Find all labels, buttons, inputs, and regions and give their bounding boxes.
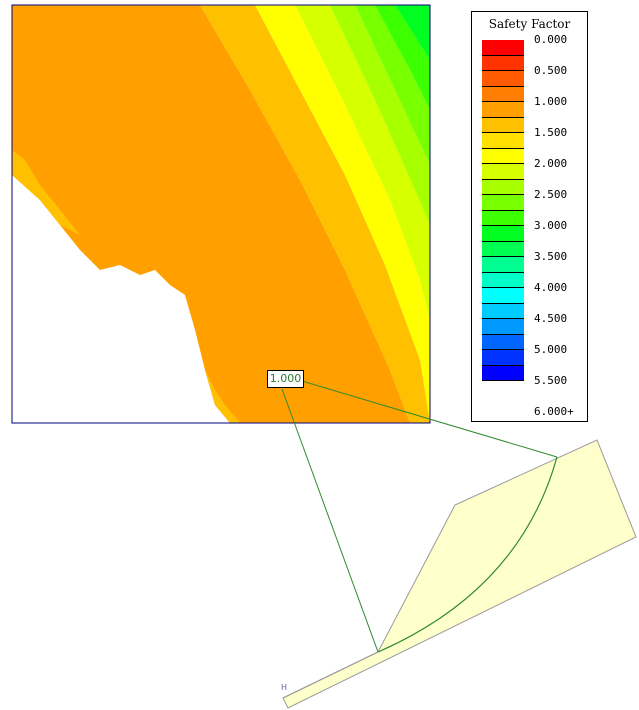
legend-swatch bbox=[482, 350, 524, 366]
legend-swatch bbox=[482, 86, 524, 102]
legend-swatch bbox=[482, 55, 524, 71]
slope-base-line bbox=[282, 651, 379, 699]
axis-marker: H bbox=[281, 683, 288, 692]
contour-band-deep-green bbox=[395, 5, 430, 60]
leader-line-left bbox=[281, 388, 379, 653]
legend-swatch bbox=[482, 241, 524, 257]
legend-tick-label: 1.000 bbox=[534, 95, 568, 108]
legend-swatch bbox=[482, 148, 524, 164]
legend-tick-label: 3.000 bbox=[534, 219, 568, 232]
legend-tick-label: 5.000 bbox=[534, 343, 568, 356]
legend-tick-label: 0.500 bbox=[534, 64, 568, 77]
legend-tick-label: 6.000+ bbox=[534, 405, 574, 418]
legend-swatch bbox=[482, 226, 524, 242]
legend-swatch bbox=[482, 210, 524, 226]
contour-band-light-orange-left bbox=[12, 150, 80, 235]
legend-title: Safety Factor bbox=[488, 17, 571, 31]
legend-swatch bbox=[482, 195, 524, 211]
slope-model bbox=[281, 380, 637, 709]
legend-swatch bbox=[482, 303, 524, 319]
legend-tick-label: 0.000 bbox=[534, 33, 568, 46]
legend-swatch bbox=[482, 272, 524, 288]
leader-line-right bbox=[301, 380, 558, 458]
contour-band-bright-green bbox=[375, 5, 430, 110]
contour-band-yellow bbox=[255, 5, 430, 423]
legend-swatch bbox=[482, 117, 524, 133]
safety-factor-legend: Safety Factor 0.000 0.500 1.000 1.500 2.000 2… bbox=[471, 11, 588, 422]
legend-tick-label: 4.000 bbox=[534, 281, 568, 294]
legend-tick-label: 1.500 bbox=[534, 126, 568, 139]
slope-body bbox=[282, 439, 637, 709]
factor-of-safety-label: 1.000 bbox=[267, 370, 304, 388]
legend-swatch bbox=[482, 102, 524, 118]
legend-swatch bbox=[482, 40, 524, 56]
legend-swatch bbox=[482, 334, 524, 350]
legend-swatch bbox=[482, 319, 524, 335]
legend-tick-label: 2.500 bbox=[534, 188, 568, 201]
legend-tick-label: 3.500 bbox=[534, 250, 568, 263]
legend-swatch bbox=[482, 288, 524, 304]
critical-slip-surface bbox=[377, 456, 558, 653]
legend-tick-label: 5.500 bbox=[534, 374, 568, 387]
legend-swatch bbox=[482, 257, 524, 273]
legend-swatch bbox=[482, 71, 524, 87]
legend-swatch bbox=[482, 164, 524, 180]
legend-swatch bbox=[482, 179, 524, 195]
legend-tick-label: 2.000 bbox=[534, 157, 568, 170]
contour-band-light-orange-bottom bbox=[205, 370, 240, 423]
legend-swatch bbox=[482, 365, 524, 381]
contour-band-green bbox=[355, 5, 430, 165]
contour-band-light-orange bbox=[200, 5, 430, 423]
legend-tick-label: 4.500 bbox=[534, 312, 568, 325]
contour-band-orange bbox=[12, 5, 410, 423]
contour-frame bbox=[11, 4, 431, 424]
contour-plot bbox=[11, 4, 431, 424]
legend-swatch bbox=[482, 133, 524, 149]
